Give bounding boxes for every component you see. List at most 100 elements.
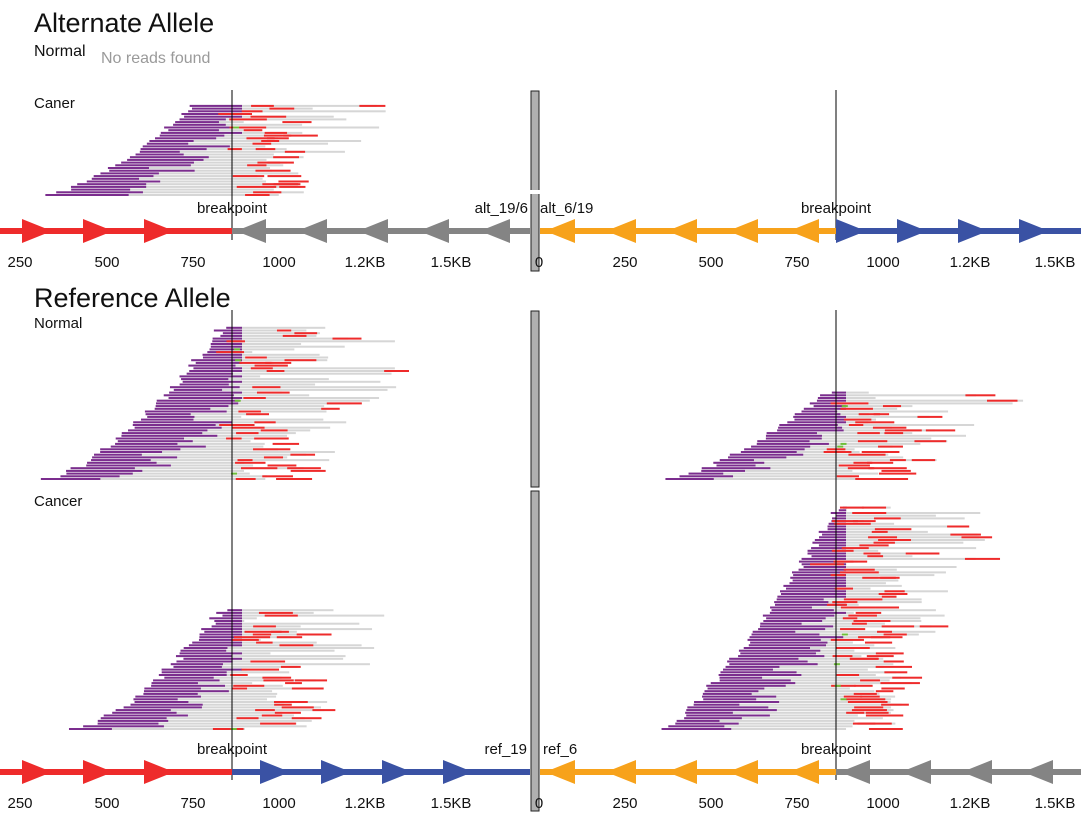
read bbox=[193, 367, 395, 370]
read-soft-clip bbox=[214, 620, 242, 622]
read-mismatch bbox=[256, 641, 273, 644]
read-soft-clip bbox=[121, 432, 203, 435]
read bbox=[757, 440, 948, 443]
read bbox=[149, 140, 362, 142]
read-mismatch bbox=[236, 185, 277, 188]
axis-tick-label: 250 bbox=[7, 795, 32, 812]
read-soft-clip bbox=[766, 432, 817, 435]
read-soft-clip bbox=[134, 701, 189, 703]
read-mismatch bbox=[868, 536, 898, 539]
read-soft-clip bbox=[188, 110, 242, 113]
read-soft-clip bbox=[822, 533, 846, 536]
read-mismatch bbox=[255, 148, 276, 151]
alt-track-gray-segment-arrow bbox=[480, 219, 510, 243]
ref-track-orange-segment-arrow bbox=[728, 760, 758, 784]
read-mismatch bbox=[287, 467, 321, 470]
read bbox=[66, 469, 244, 472]
read bbox=[123, 706, 321, 709]
alternate-allele-title: Alternate Allele bbox=[34, 8, 214, 38]
read-mismatch bbox=[840, 606, 876, 609]
ref-track-orange-segment-arrow bbox=[667, 760, 697, 784]
read-snv bbox=[841, 633, 848, 636]
read bbox=[819, 536, 980, 539]
read bbox=[702, 695, 896, 698]
read-mismatch bbox=[267, 464, 297, 467]
read-soft-clip bbox=[752, 630, 796, 633]
axis-tick-label: 1.2KB bbox=[345, 795, 386, 812]
read bbox=[189, 370, 396, 372]
read-soft-clip bbox=[220, 334, 242, 337]
ref-track-gray-segment-arrow bbox=[1023, 760, 1053, 784]
read-soft-clip bbox=[793, 574, 846, 577]
read-soft-clip bbox=[831, 391, 846, 394]
read-mismatch bbox=[840, 628, 866, 631]
read-mismatch bbox=[851, 622, 867, 625]
read-soft-clip bbox=[164, 126, 237, 129]
read bbox=[151, 682, 253, 685]
read-mismatch bbox=[212, 728, 244, 730]
read-soft-clip bbox=[816, 399, 846, 402]
read bbox=[220, 334, 317, 337]
read bbox=[803, 566, 957, 568]
read-soft-clip bbox=[66, 469, 143, 472]
read-mismatch bbox=[247, 164, 267, 167]
ref-normal-reads-right bbox=[665, 391, 1024, 480]
read bbox=[694, 701, 891, 703]
ref-track-blue-segment-arrow bbox=[443, 760, 473, 784]
read bbox=[140, 148, 287, 151]
ref-cancer-center-divider bbox=[530, 490, 540, 812]
read bbox=[668, 725, 853, 728]
read bbox=[675, 722, 896, 725]
read-soft-clip bbox=[189, 104, 242, 107]
read bbox=[60, 475, 267, 478]
read-mismatch bbox=[283, 134, 318, 137]
read-soft-clip bbox=[151, 682, 198, 685]
read-soft-clip bbox=[703, 698, 757, 701]
read bbox=[133, 421, 347, 424]
read-mismatch bbox=[843, 568, 875, 571]
read-mismatch bbox=[826, 603, 847, 606]
read bbox=[719, 459, 937, 462]
read-mismatch bbox=[884, 671, 908, 674]
read bbox=[45, 194, 279, 196]
read bbox=[91, 177, 263, 180]
ref-axis-ticks: 250 500 750 1000 1.2KB 1.5KB 0 250 500 750 1000 1.2… bbox=[7, 795, 1075, 812]
read-mismatch bbox=[285, 682, 302, 685]
read-mismatch bbox=[243, 397, 266, 399]
read-mismatch bbox=[861, 451, 900, 453]
read-soft-clip bbox=[818, 530, 846, 533]
read-soft-clip bbox=[727, 660, 808, 663]
ref-track-gray-segment-arrow bbox=[840, 760, 870, 784]
read-mismatch bbox=[883, 633, 907, 636]
read-soft-clip bbox=[68, 728, 112, 730]
read-mismatch bbox=[832, 601, 858, 604]
read-soft-clip bbox=[115, 442, 178, 445]
read-soft-clip bbox=[729, 663, 818, 666]
read-mismatch bbox=[884, 590, 905, 593]
read-soft-clip bbox=[720, 671, 797, 674]
ref-segment-label-left: ref_19 bbox=[484, 741, 527, 758]
read bbox=[817, 397, 876, 399]
read-soft-clip bbox=[86, 180, 161, 183]
read-soft-clip bbox=[175, 121, 219, 124]
read bbox=[740, 451, 860, 453]
axis-tick-label: 1.5KB bbox=[431, 254, 472, 271]
read-soft-clip bbox=[769, 611, 846, 614]
read bbox=[827, 528, 894, 531]
read-soft-clip bbox=[151, 684, 226, 687]
read bbox=[729, 657, 884, 660]
read bbox=[163, 394, 310, 397]
read-mismatch bbox=[867, 461, 894, 464]
read-mismatch bbox=[253, 191, 282, 194]
axis-tick-label: 500 bbox=[698, 795, 723, 812]
read-soft-clip bbox=[801, 557, 846, 560]
alt-center-divider bbox=[530, 90, 540, 272]
read-mismatch bbox=[218, 113, 253, 115]
read-soft-clip bbox=[740, 451, 797, 453]
read-mismatch bbox=[881, 687, 905, 690]
read-soft-clip bbox=[776, 598, 824, 601]
read-soft-clip bbox=[786, 587, 846, 590]
read-soft-clip bbox=[801, 410, 838, 413]
read-mismatch bbox=[874, 517, 901, 520]
read-soft-clip bbox=[747, 638, 821, 641]
